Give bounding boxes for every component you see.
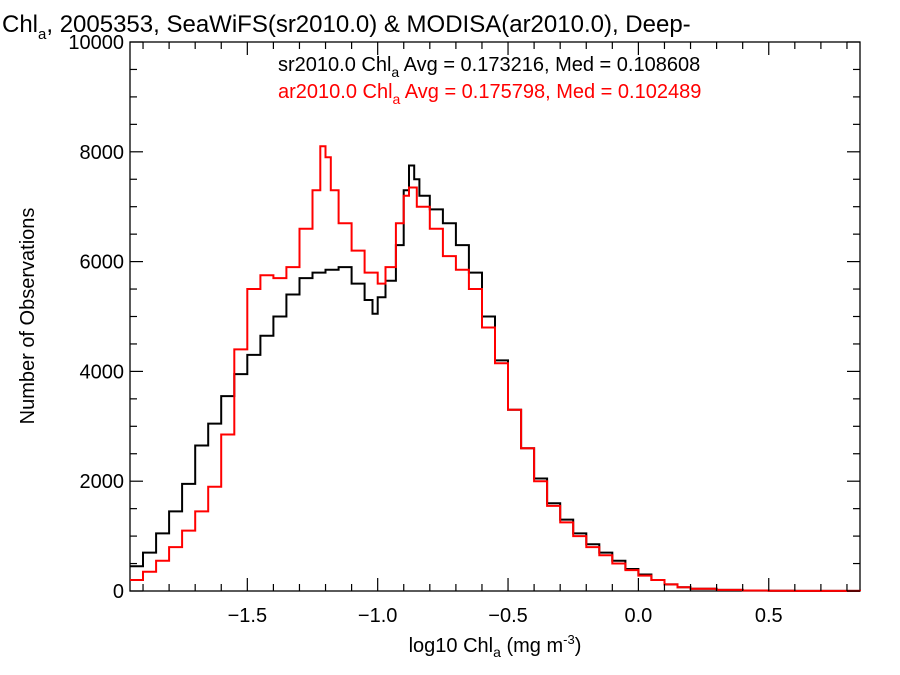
- x-tick-labels: −1.5 −1.0 −0.5 0.0 0.5: [228, 605, 783, 627]
- x-axis-title-prefix: log10 Chl: [409, 635, 494, 657]
- y-axis-title: Number of Observations: [17, 208, 39, 425]
- legend-red-prefix: ar2010.0 Chl: [278, 81, 393, 103]
- y-tick-label: 0: [113, 581, 124, 603]
- x-tick-label: −1.0: [358, 605, 397, 627]
- legend-black-prefix: sr2010.0 Chl: [278, 54, 391, 76]
- x-tick-label: −0.5: [488, 605, 527, 627]
- chart-title-subscript: a: [38, 26, 47, 43]
- x-axis-title-superscript: -3: [563, 632, 575, 647]
- legend-black-subscript: a: [391, 64, 399, 80]
- x-tick-label: 0.5: [755, 605, 783, 627]
- legend-black-suffix: Avg = 0.173216, Med = 0.108608: [399, 54, 700, 76]
- tick-layer: [130, 41, 860, 592]
- legend-entry-red: ar2010.0 Chla Avg = 0.175798, Med = 0.10…: [278, 81, 701, 107]
- legend: sr2010.0 Chla Avg = 0.173216, Med = 0.10…: [278, 54, 701, 107]
- y-tick-label: 2000: [80, 471, 125, 493]
- x-tick-label: −1.5: [228, 605, 267, 627]
- series-line-red: [130, 145, 861, 592]
- y-tick-label: 6000: [80, 252, 125, 274]
- legend-entry-black: sr2010.0 Chla Avg = 0.173216, Med = 0.10…: [278, 54, 700, 80]
- y-tick-label: 8000: [80, 142, 125, 164]
- legend-red-suffix: Avg = 0.175798, Med = 0.102489: [400, 81, 701, 103]
- x-axis-title: log10 Chla (mg m-3): [409, 632, 582, 660]
- series-line-black: [130, 164, 861, 592]
- legend-red-subscript: a: [393, 91, 401, 107]
- x-axis-title-subscript: a: [493, 644, 501, 660]
- chart-title-suffix: , 2005353, SeaWiFS(sr2010.0) & MODISA(ar…: [46, 11, 690, 38]
- x-axis-title-mid: (mg m: [501, 635, 563, 657]
- x-axis-title-suffix: ): [575, 635, 582, 657]
- chart-title: Chla, 2005353, SeaWiFS(sr2010.0) & MODIS…: [2, 11, 691, 43]
- y-tick-label: 4000: [80, 361, 125, 383]
- x-tick-label: 0.0: [624, 605, 652, 627]
- y-tick-label: 10000: [68, 32, 124, 54]
- series-layer: [130, 145, 861, 592]
- y-tick-labels: 0 2000 4000 6000 8000 10000: [68, 32, 124, 603]
- chart-title-prefix: Chl: [2, 11, 38, 38]
